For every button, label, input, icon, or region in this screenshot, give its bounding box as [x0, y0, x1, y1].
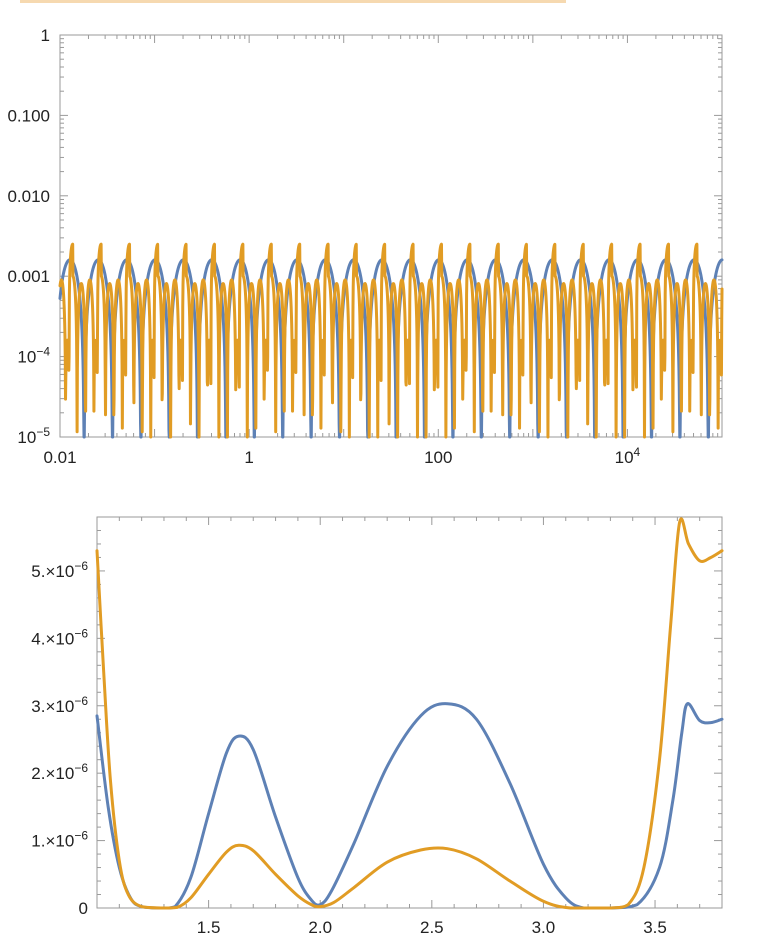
plot-frame-bottom — [96, 516, 723, 909]
y-tick-label: 2.×10−6 — [31, 761, 88, 783]
x-tick-label: 3.5 — [643, 918, 667, 937]
y-tick-label: 4.×10−6 — [31, 626, 88, 648]
x-tick-label: 104 — [615, 445, 641, 467]
y-tick-label: 0.100 — [7, 106, 50, 125]
chart-top: 0.01 1 100 104 1 0.100 0.010 0.001 10−4 10−5 — [7, 26, 724, 467]
plot-frame-top — [59, 34, 723, 438]
series-line-orange — [58, 242, 724, 439]
y-tick-label: 0.001 — [7, 267, 50, 286]
y-tick-label: 0 — [79, 899, 88, 918]
x-tick-label: 2.0 — [308, 918, 332, 937]
y-tick-label: 10−5 — [17, 425, 50, 447]
y-tick-label: 0.010 — [7, 187, 50, 206]
y-tick-label: 3.×10−6 — [31, 694, 88, 716]
y-tick-label: 10−4 — [17, 345, 50, 367]
x-tick-label: 1 — [244, 448, 253, 467]
x-tick-label: 0.01 — [43, 448, 76, 467]
series-line-blue — [95, 702, 724, 910]
y-tick-label: 1 — [41, 26, 50, 45]
x-tick-label: 3.0 — [532, 918, 556, 937]
x-tick-label: 2.5 — [420, 918, 444, 937]
header-strip — [20, 0, 566, 3]
y-tick-label: 5.×10−6 — [31, 559, 88, 581]
x-tick-label: 1.5 — [197, 918, 221, 937]
series-line-orange — [95, 517, 724, 910]
y-tick-label: 1.×10−6 — [31, 829, 88, 851]
chart-bottom: 1.5 2.0 2.5 3.0 3.5 0 1.×10−6 2.×10−6 3.×10−6 4.×… — [31, 516, 724, 937]
x-tick-label: 100 — [424, 448, 452, 467]
